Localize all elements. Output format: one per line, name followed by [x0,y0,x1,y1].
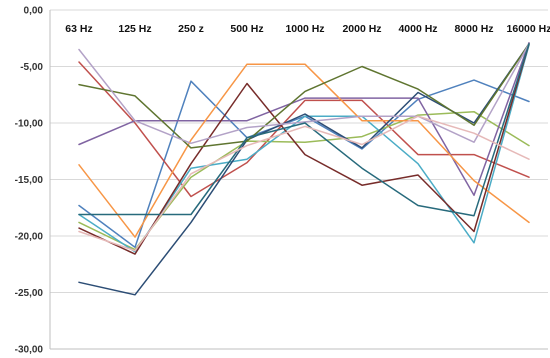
series-line-5 [78,44,530,253]
x-axis-ticks: 63 Hz 125 Hz 250 z 500 Hz 1000 Hz 2000 Hz 4000… [65,23,550,35]
series-lines [78,42,530,296]
y-tick-label: 0,00 [24,6,44,17]
x-tick-label: 63 Hz [65,23,92,35]
x-tick-label: 16000 Hz [507,23,550,35]
series-line-9 [78,43,530,149]
y-tick-label: -30,00 [15,345,44,356]
y-axis-ticks: 0,00 -5,00 -10,00 -15,00 -20,00 -25,00 -30,00 [15,6,44,356]
series-line-3 [78,110,530,251]
x-tick-label: 1000 Hz [285,23,324,35]
series-line-1 [78,79,530,249]
y-tick-label: -20,00 [15,232,44,243]
x-tick-label: 125 Hz [118,23,151,35]
x-tick-label: 500 Hz [230,23,263,35]
series-line-8 [78,43,530,255]
x-tick-label: 8000 Hz [454,23,493,35]
series-line-2 [78,61,530,198]
y-tick-label: -15,00 [15,175,44,186]
series-line-12 [78,115,530,252]
series-line-4 [78,42,530,197]
series-line-6 [78,63,530,238]
series-line-11 [78,43,530,217]
y-tick-label: -5,00 [20,62,43,73]
x-tick-label: 2000 Hz [342,23,381,35]
x-tick-label: 4000 Hz [398,23,437,35]
series-line-7 [78,43,530,296]
y-tick-label: -10,00 [15,119,44,130]
y-tick-label: -25,00 [15,288,44,299]
x-tick-label: 250 z [178,23,204,35]
series-line-10 [78,43,530,145]
